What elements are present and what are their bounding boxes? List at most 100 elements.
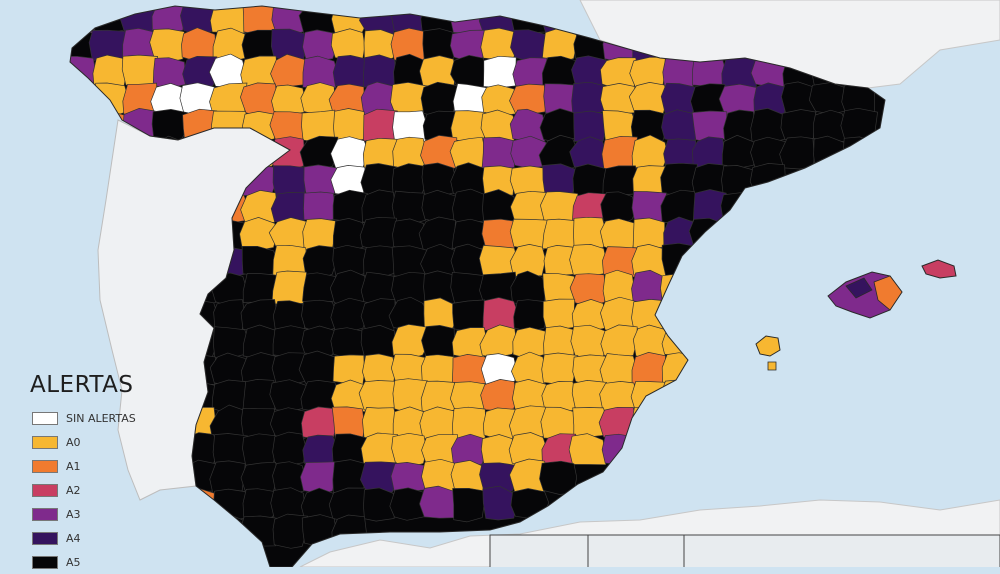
district-area bbox=[509, 83, 547, 115]
district-area bbox=[599, 353, 637, 386]
district-area bbox=[510, 29, 548, 62]
district-area bbox=[182, 55, 219, 90]
district-area bbox=[299, 135, 339, 170]
legend-label: A5 bbox=[66, 555, 81, 569]
district-area bbox=[479, 324, 518, 359]
legend-swatch bbox=[32, 507, 58, 521]
district-area bbox=[630, 109, 668, 143]
district-area bbox=[421, 325, 455, 360]
district-area bbox=[483, 55, 517, 89]
district-area bbox=[391, 190, 426, 225]
district-area bbox=[330, 327, 366, 359]
legend-label: SIN ALERTAS bbox=[66, 411, 136, 425]
menorca bbox=[921, 259, 957, 279]
district-area bbox=[300, 461, 336, 495]
district-area bbox=[541, 218, 578, 250]
district-area bbox=[572, 163, 607, 197]
district-area bbox=[422, 28, 457, 64]
district-area bbox=[538, 134, 579, 171]
district-area bbox=[272, 165, 307, 197]
district-area bbox=[360, 271, 397, 305]
district-area bbox=[573, 110, 607, 142]
legend-label: A3 bbox=[66, 507, 81, 521]
district-area bbox=[452, 299, 487, 332]
legend: ALERTAS SIN ALERTAS A0 A1 A2 A3 A4 A5 bbox=[24, 372, 194, 574]
district-area bbox=[358, 380, 399, 413]
district-area bbox=[420, 135, 458, 169]
district-area bbox=[362, 353, 397, 385]
district-area bbox=[151, 6, 186, 33]
district-area bbox=[601, 135, 638, 171]
legend-title: ALERTAS bbox=[30, 372, 134, 398]
legend-item-sin-alertas: SIN ALERTAS bbox=[32, 406, 194, 430]
district-area bbox=[363, 29, 400, 63]
district-area bbox=[480, 379, 517, 411]
district-area bbox=[269, 407, 309, 441]
district-area bbox=[149, 28, 189, 63]
district-area bbox=[302, 29, 338, 61]
legend-swatch bbox=[32, 435, 58, 449]
district-area bbox=[302, 245, 337, 279]
district-area bbox=[631, 352, 666, 386]
district-area bbox=[272, 513, 309, 549]
district-area bbox=[513, 299, 549, 332]
legend-swatch bbox=[32, 411, 58, 425]
district-area bbox=[360, 324, 397, 358]
district-area bbox=[509, 244, 546, 277]
legend-item-a4: A4 bbox=[32, 526, 194, 550]
district-area bbox=[242, 433, 278, 466]
district-area bbox=[240, 461, 279, 493]
legend-label: A1 bbox=[66, 459, 81, 473]
district-area bbox=[332, 189, 368, 224]
legend-swatch bbox=[32, 459, 58, 473]
district-area bbox=[239, 217, 279, 251]
district-area bbox=[391, 324, 430, 361]
district-area bbox=[573, 216, 608, 251]
district-area bbox=[569, 244, 607, 277]
district-area bbox=[363, 108, 398, 142]
district-area bbox=[509, 218, 549, 250]
district-area bbox=[302, 55, 338, 89]
district-area bbox=[509, 108, 546, 142]
district-area bbox=[303, 191, 337, 222]
district-area bbox=[511, 351, 546, 385]
district-area bbox=[360, 461, 398, 494]
district-area bbox=[450, 54, 488, 88]
district-area bbox=[332, 55, 367, 89]
district-area bbox=[271, 84, 307, 116]
legend-swatch bbox=[32, 483, 58, 497]
district-area bbox=[363, 487, 395, 522]
district-area bbox=[92, 54, 127, 89]
district-area bbox=[600, 324, 638, 359]
legend-item-a0: A0 bbox=[32, 430, 194, 454]
legend-item-a3: A3 bbox=[32, 502, 194, 526]
district-area bbox=[541, 352, 579, 385]
district-area bbox=[661, 109, 699, 143]
district-area bbox=[391, 432, 428, 468]
district-area bbox=[421, 354, 458, 384]
district-area bbox=[482, 165, 518, 197]
district-area bbox=[481, 136, 518, 170]
district-area bbox=[452, 487, 485, 523]
legend-item-a1: A1 bbox=[32, 454, 194, 478]
district-area bbox=[330, 297, 369, 333]
legend-item-a2: A2 bbox=[32, 478, 194, 502]
legend-item-a5: A5 bbox=[32, 550, 194, 574]
district-area bbox=[568, 433, 607, 466]
district-area bbox=[301, 325, 338, 359]
legend-label: A2 bbox=[66, 483, 81, 497]
district-area bbox=[808, 82, 846, 115]
district-area bbox=[242, 488, 279, 520]
legend-swatch bbox=[32, 531, 58, 545]
district-area bbox=[480, 353, 517, 386]
district-area bbox=[241, 245, 278, 277]
district-area bbox=[209, 460, 246, 494]
district-area bbox=[600, 191, 637, 226]
district-area bbox=[242, 379, 276, 414]
district-area bbox=[479, 462, 518, 492]
legend-label: A0 bbox=[66, 435, 81, 449]
district-area bbox=[419, 406, 458, 440]
district-area bbox=[482, 485, 518, 521]
district-area bbox=[272, 431, 307, 466]
